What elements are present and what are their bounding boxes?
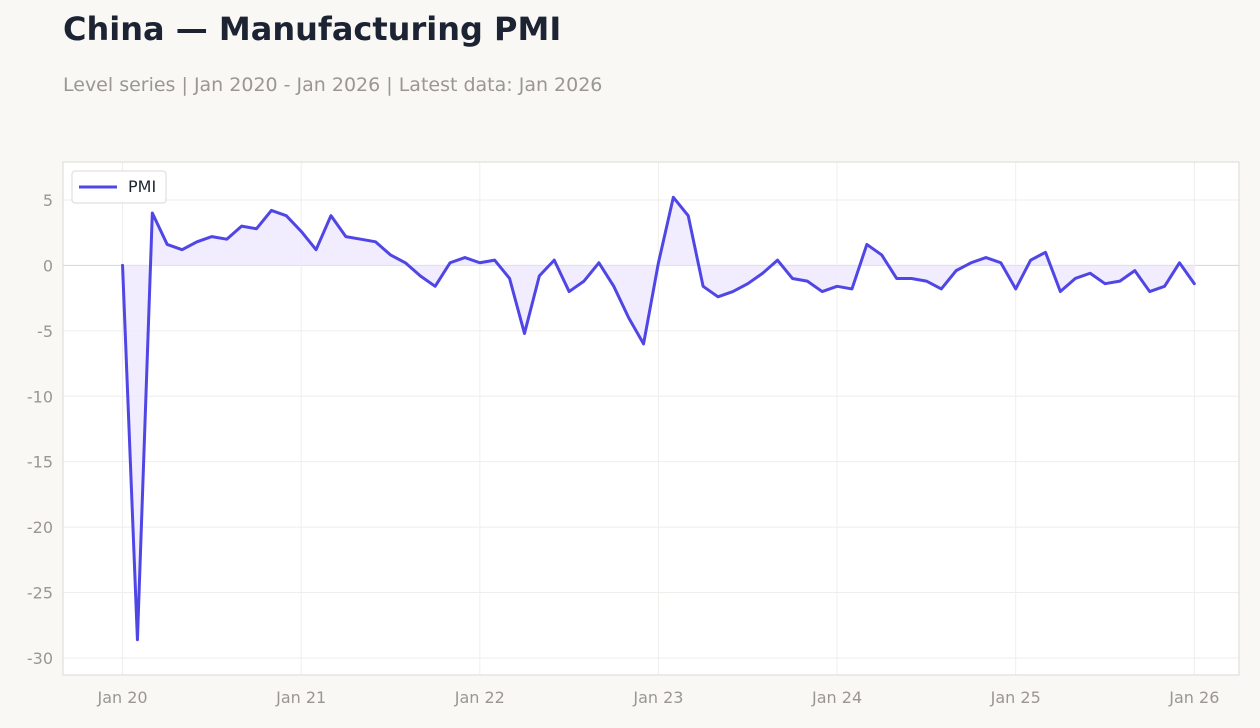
y-tick-label: -10 (27, 387, 53, 406)
x-tick-label: Jan 26 (1168, 688, 1219, 707)
y-tick-label: 0 (43, 256, 53, 275)
x-tick-label: Jan 24 (811, 688, 862, 707)
plot-frame (62, 161, 1240, 676)
y-tick-label: -30 (27, 649, 53, 668)
chart-subtitle: Level series | Jan 2020 - Jan 2026 | Lat… (63, 74, 603, 96)
x-tick-label: Jan 20 (96, 688, 147, 707)
y-tick-label: -20 (27, 518, 53, 537)
legend-label: PMI (128, 177, 156, 196)
series-area (122, 197, 1195, 640)
x-axis: Jan 20 Jan 21 Jan 22 Jan 23 Jan 24 Jan 25 Jan … (96, 688, 1219, 707)
y-tick-label: -5 (37, 322, 53, 341)
legend-box (71, 170, 167, 204)
y-tick-label: -25 (27, 584, 53, 603)
y-axis: 5 0 -5 -10 -15 -20 -25 -30 (27, 191, 53, 668)
y-tick-label: -15 (27, 453, 53, 472)
legend: PMI (71, 170, 167, 204)
x-tick-label: Jan 21 (275, 688, 326, 707)
grid-lines (63, 162, 1239, 675)
chart-title: China — Manufacturing PMI (63, 10, 562, 48)
series-line-layer (121, 195, 1196, 642)
area-fill (122, 197, 1195, 640)
x-tick-label: Jan 23 (632, 688, 683, 707)
y-tick-label: 5 (43, 191, 53, 210)
x-tick-label: Jan 22 (454, 688, 505, 707)
series-line-pmi (121, 195, 1196, 642)
x-tick-label: Jan 25 (990, 688, 1041, 707)
